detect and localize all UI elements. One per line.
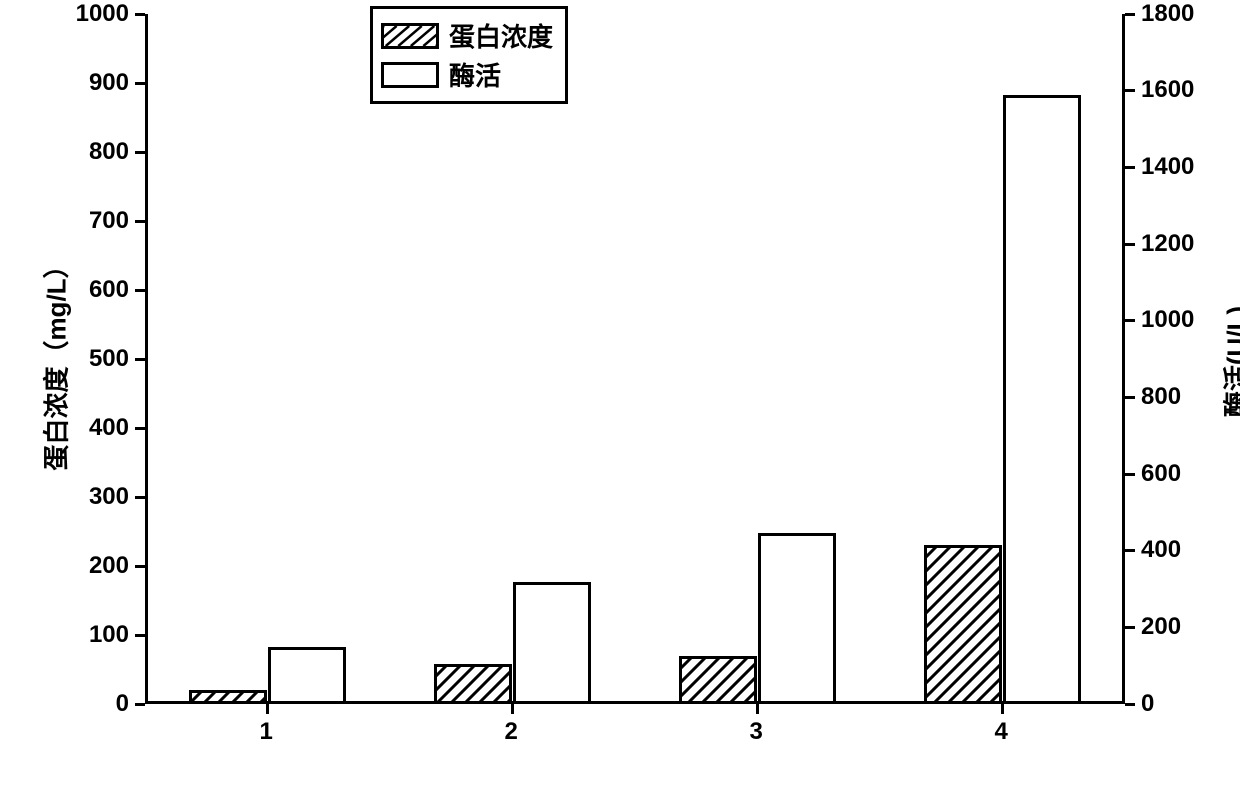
bar-enzyme bbox=[268, 647, 346, 704]
right-tick-label: 0 bbox=[1141, 690, 1154, 718]
right-tick bbox=[1125, 319, 1135, 322]
right-tick bbox=[1125, 703, 1135, 706]
right-tick bbox=[1125, 549, 1135, 552]
bar-enzyme bbox=[1003, 95, 1081, 705]
bar-enzyme bbox=[758, 533, 836, 704]
right-tick-label: 1800 bbox=[1141, 0, 1194, 28]
left-tick bbox=[135, 565, 145, 568]
left-tick-label: 1000 bbox=[76, 0, 129, 28]
right-tick-label: 1000 bbox=[1141, 306, 1194, 334]
right-tick-label: 200 bbox=[1141, 613, 1181, 641]
legend-item: 酶活 bbox=[381, 56, 553, 93]
left-tick-label: 200 bbox=[89, 552, 129, 580]
right-tick bbox=[1125, 166, 1135, 169]
legend-swatch-hatch bbox=[381, 23, 439, 49]
right-tick-label: 800 bbox=[1141, 383, 1181, 411]
left-tick bbox=[135, 13, 145, 16]
left-tick bbox=[135, 151, 145, 154]
legend-label: 蛋白浓度 bbox=[449, 17, 553, 54]
right-tick-label: 1200 bbox=[1141, 230, 1194, 258]
right-tick-label: 400 bbox=[1141, 536, 1181, 564]
category-tick bbox=[1001, 704, 1004, 714]
right-tick bbox=[1125, 396, 1135, 399]
left-tick-label: 400 bbox=[89, 414, 129, 442]
left-tick-label: 600 bbox=[89, 276, 129, 304]
legend-swatch-plain bbox=[381, 62, 439, 88]
right-tick bbox=[1125, 243, 1135, 246]
category-label: 1 bbox=[260, 718, 273, 746]
category-tick bbox=[756, 704, 759, 714]
left-tick bbox=[135, 289, 145, 292]
left-tick bbox=[135, 358, 145, 361]
category-tick bbox=[511, 704, 514, 714]
category-tick bbox=[266, 704, 269, 714]
right-tick-label: 1600 bbox=[1141, 76, 1194, 104]
category-label: 3 bbox=[750, 718, 763, 746]
left-tick bbox=[135, 703, 145, 706]
right-tick bbox=[1125, 89, 1135, 92]
left-tick bbox=[135, 634, 145, 637]
left-tick-label: 900 bbox=[89, 69, 129, 97]
left-tick bbox=[135, 427, 145, 430]
left-tick-label: 500 bbox=[89, 345, 129, 373]
left-tick-label: 300 bbox=[89, 483, 129, 511]
left-tick bbox=[135, 82, 145, 85]
left-tick-label: 800 bbox=[89, 138, 129, 166]
chart-container: 蛋白浓度酶活 蛋白浓度（mg/L） 酶活(U/L) 0 100 200 300 400 5… bbox=[0, 0, 1240, 788]
bar-protein bbox=[189, 690, 267, 704]
bar-protein bbox=[924, 545, 1002, 704]
legend: 蛋白浓度酶活 bbox=[370, 6, 568, 104]
left-tick-label: 700 bbox=[89, 207, 129, 235]
right-tick-label: 1400 bbox=[1141, 153, 1194, 181]
left-tick bbox=[135, 220, 145, 223]
right-tick-label: 600 bbox=[1141, 460, 1181, 488]
legend-item: 蛋白浓度 bbox=[381, 17, 553, 54]
bar-protein bbox=[434, 664, 512, 704]
bar-enzyme bbox=[513, 582, 591, 704]
category-label: 4 bbox=[995, 718, 1008, 746]
category-label: 2 bbox=[505, 718, 518, 746]
bar-protein bbox=[679, 656, 757, 704]
left-tick bbox=[135, 496, 145, 499]
left-axis-label: 蛋白浓度（mg/L） bbox=[37, 252, 74, 472]
right-tick bbox=[1125, 473, 1135, 476]
legend-label: 酶活 bbox=[449, 56, 501, 93]
left-tick-label: 0 bbox=[116, 690, 129, 718]
right-axis-label: 酶活(U/L) bbox=[1217, 282, 1240, 442]
left-tick-label: 100 bbox=[89, 621, 129, 649]
right-tick bbox=[1125, 626, 1135, 629]
right-tick bbox=[1125, 13, 1135, 16]
